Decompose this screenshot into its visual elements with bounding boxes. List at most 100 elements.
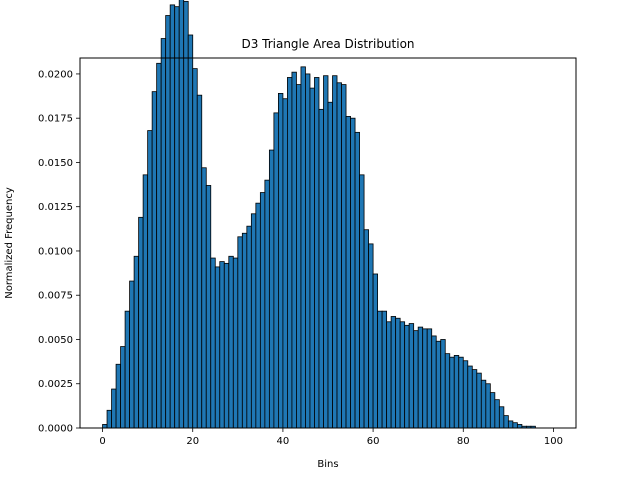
histogram-bar [480, 379, 487, 429]
histogram-bar [232, 257, 239, 429]
y-tick-label: 0.0075 [38, 291, 73, 302]
histogram-bar [318, 108, 324, 429]
histogram-bar [210, 257, 216, 429]
histogram-bar [287, 77, 293, 429]
histogram-bar [489, 392, 496, 429]
histogram-bar [264, 179, 270, 429]
y-tick-label: 0.0150 [38, 158, 73, 169]
histogram-bar [417, 326, 424, 429]
histogram-bar [345, 116, 351, 429]
histogram-bar [309, 87, 315, 429]
histogram-bar [305, 73, 311, 429]
histogram-bar [494, 399, 500, 429]
histogram-bar [359, 174, 365, 429]
histogram-bar [413, 330, 419, 429]
histogram-bar [462, 360, 469, 429]
histogram-bar [241, 232, 248, 429]
histogram-bar [237, 236, 243, 429]
histogram-bar [115, 363, 121, 429]
histogram-bar [124, 310, 130, 429]
histogram-bar [323, 75, 329, 429]
histogram-bar [219, 261, 225, 429]
x-tick-label: 40 [277, 436, 290, 447]
histogram-bar [300, 66, 306, 429]
histogram-bar [458, 356, 464, 429]
histogram-bar [138, 216, 144, 429]
histogram-bar [183, 0, 189, 429]
histogram-bar [467, 365, 473, 429]
histogram-bar [503, 415, 509, 429]
histogram-bar [512, 422, 518, 429]
plot-frame [79, 57, 577, 429]
histogram-bar [381, 310, 388, 429]
histogram-bar [282, 98, 288, 429]
y-tick-label: 0.0200 [38, 69, 73, 80]
histogram-bar [440, 339, 446, 429]
x-tick-label: 60 [367, 436, 380, 447]
histogram-bar [314, 77, 320, 429]
histogram-bar [516, 424, 523, 429]
histogram-bar [354, 131, 360, 429]
histogram-bar [273, 112, 279, 429]
histogram-bar [422, 328, 428, 429]
histogram-bar [332, 75, 338, 429]
y-axis-label: Normalized Frequency [4, 187, 15, 299]
histogram-bar [291, 71, 297, 429]
y-axis-ticks: 0.0000 0.0025 0.0050 0.0075 0.0100 0.0125 0.01… [38, 69, 80, 435]
x-axis-ticks: 0 20 40 60 80 100 [99, 428, 563, 447]
histogram-bar [142, 174, 149, 429]
histogram-bar [192, 68, 198, 429]
y-tick-label: 0.0125 [38, 202, 73, 213]
histogram-bar [174, 6, 180, 429]
histogram-bar [214, 266, 221, 429]
histogram-bar [395, 317, 401, 429]
histogram-bar [255, 202, 261, 429]
histogram-bar [296, 84, 302, 429]
histogram-bar [341, 84, 347, 429]
histogram-bar [453, 355, 460, 429]
histogram-bar [169, 4, 176, 429]
histogram-bar [390, 316, 397, 429]
x-tick-label: 100 [544, 436, 563, 447]
histogram-bar [386, 321, 392, 429]
histogram-bar [120, 346, 126, 429]
y-tick-label: 0.0000 [38, 424, 73, 435]
histogram-bar [507, 420, 514, 429]
histogram-bar [178, 0, 185, 429]
histogram-bar [327, 101, 333, 429]
histogram-bar [368, 243, 374, 429]
histogram-bar [408, 323, 415, 429]
chart-title: D3 Triangle Area Distribution [241, 37, 414, 51]
histogram-bar [187, 34, 194, 429]
histogram-bar [426, 328, 433, 429]
histogram-bar [165, 15, 171, 429]
histogram-bar [350, 117, 356, 429]
histogram-bar [444, 353, 451, 429]
histogram-bar [160, 38, 167, 429]
histogram-bar [151, 91, 158, 429]
y-tick-label: 0.0025 [38, 379, 73, 390]
y-tick-label: 0.0175 [38, 114, 73, 125]
histogram-bar [277, 93, 284, 429]
histogram-bar [372, 273, 378, 429]
x-tick-label: 20 [186, 436, 199, 447]
histogram-bar [471, 369, 478, 429]
histogram-bar [156, 62, 162, 429]
histogram-bar [223, 262, 230, 429]
histogram-bar [133, 255, 140, 429]
histogram-bar [363, 229, 369, 429]
histogram-bar [498, 406, 505, 429]
x-tick-label: 0 [99, 436, 105, 447]
histogram-bar [147, 130, 153, 429]
y-tick-label: 0.0050 [38, 335, 73, 346]
histogram-bar [250, 213, 257, 429]
histogram-bar [259, 192, 266, 429]
histogram-bar [102, 424, 108, 429]
histogram-bar [228, 255, 234, 429]
histogram-bar [377, 310, 383, 429]
histogram-bar [246, 225, 252, 429]
histogram-bar [399, 321, 406, 429]
histogram-bar [268, 149, 275, 429]
x-tick-label: 80 [457, 436, 470, 447]
